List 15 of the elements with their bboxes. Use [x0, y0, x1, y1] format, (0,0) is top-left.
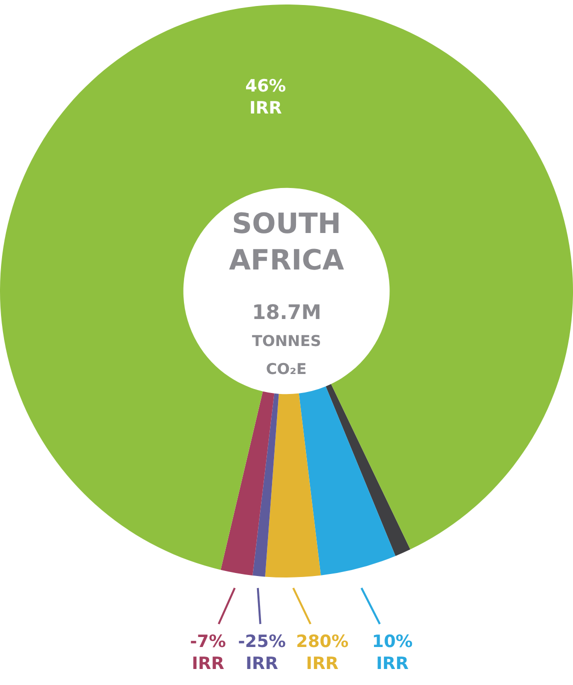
donut-slice: [252, 393, 279, 577]
slice-label: 46% IRR: [245, 76, 286, 118]
donut-slice: [220, 391, 274, 576]
text: CO₂E: [266, 360, 307, 378]
donut-slice: [265, 393, 321, 578]
slice-label: -25% IRR: [238, 632, 286, 674]
slice-label: 10% IRR: [372, 632, 413, 674]
donut-slice: [326, 384, 410, 556]
donut-slice: [0, 4, 573, 570]
slice-label: 280% IRR: [296, 632, 349, 674]
text: SOUTH AFRICA: [229, 207, 344, 276]
donut-slice: [298, 386, 396, 576]
text: TONNES: [252, 332, 322, 350]
text: 18.7M: [252, 300, 322, 324]
slice-label: -7% IRR: [190, 632, 226, 674]
